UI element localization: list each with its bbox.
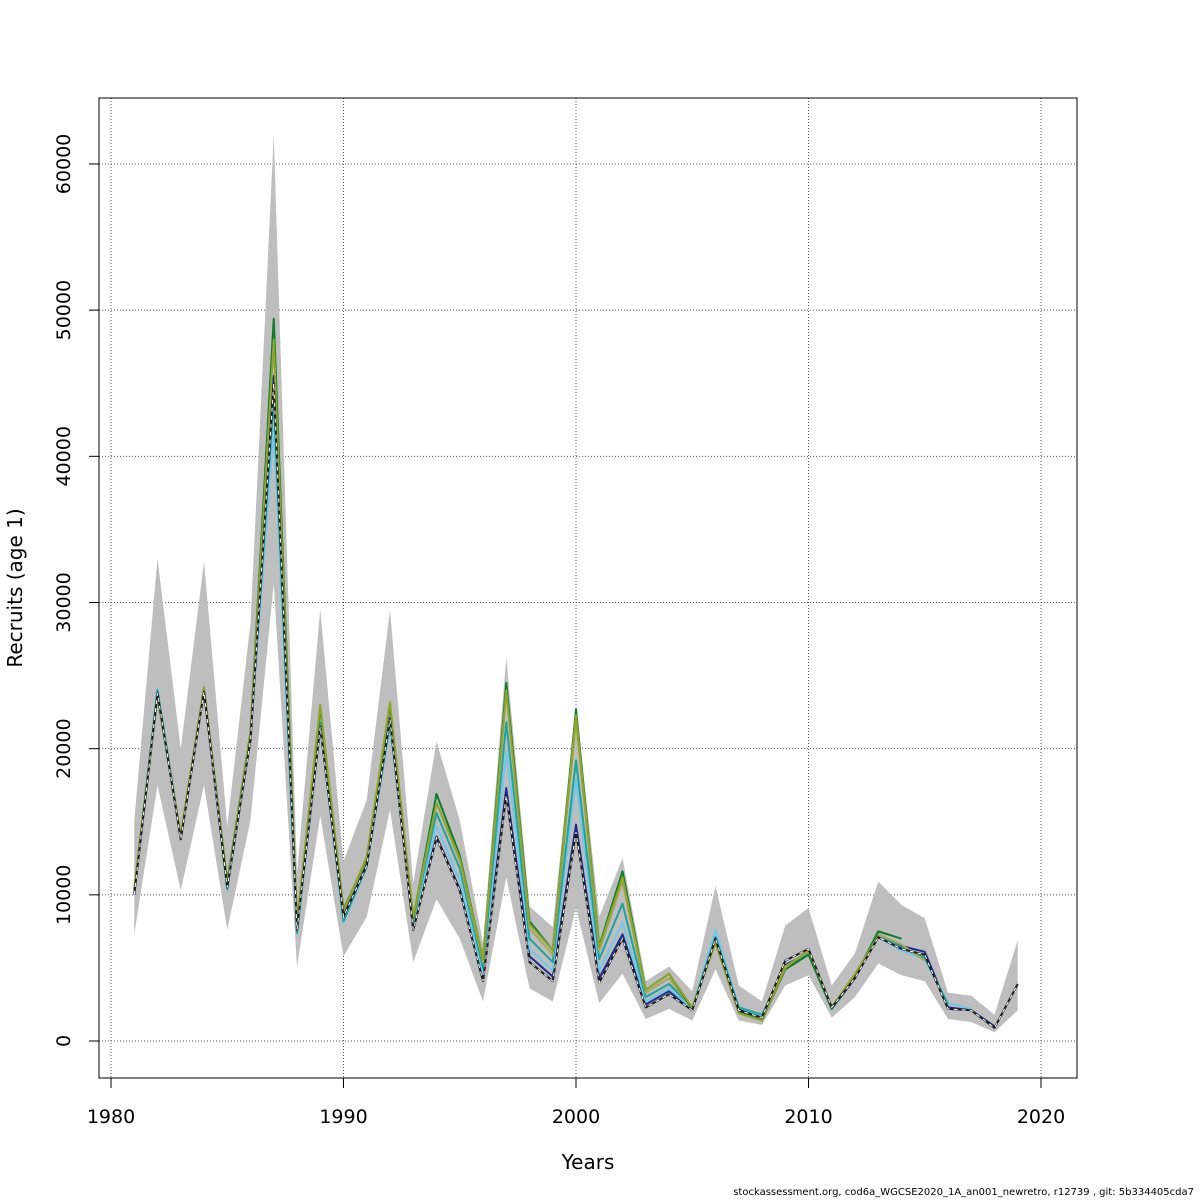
- y-tick-label: 30000: [53, 572, 75, 632]
- y-axis-title: Recruits (age 1): [3, 508, 27, 667]
- x-tick-label: 2010: [784, 1106, 832, 1128]
- confidence-band: [134, 134, 1018, 1033]
- confidence-band-layer: [134, 134, 1018, 1033]
- y-tick-label: 0: [53, 1035, 75, 1047]
- series-line-1-dash: [133, 383, 1019, 1029]
- x-axis-title: Years: [561, 1150, 615, 1174]
- y-tick-label: 20000: [53, 718, 75, 778]
- y-tick-label: 10000: [53, 865, 75, 925]
- x-tick-label: 1980: [87, 1106, 135, 1128]
- series-layer: [133, 317, 1019, 1029]
- y-tick-label: 40000: [53, 426, 75, 486]
- footer-credit: stockassessment.org, cod6a_WGCSE2020_1A_…: [733, 1187, 1194, 1198]
- x-tick-label: 2000: [552, 1106, 600, 1128]
- y-tick-label: 60000: [53, 134, 75, 194]
- x-tick-label: 2020: [1017, 1106, 1065, 1128]
- x-tick-label: 1990: [319, 1106, 367, 1128]
- series-line-7: [133, 338, 880, 1022]
- axes: 1980 1990 2000 2010 2020 0 10000 20000 30000 4000…: [53, 134, 1065, 1128]
- y-tick-label: 50000: [53, 280, 75, 340]
